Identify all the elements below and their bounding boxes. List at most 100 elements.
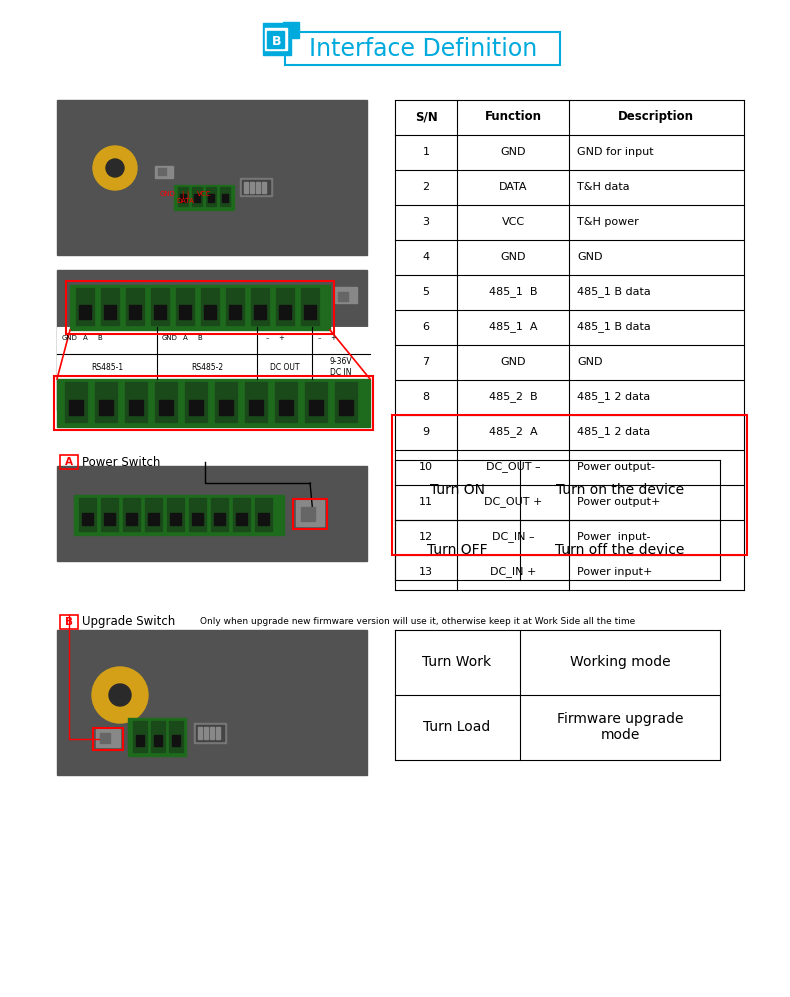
Bar	[204, 727, 208, 739]
Text: DC_IN –: DC_IN –	[491, 531, 534, 542]
Text: VCC: VCC	[197, 191, 211, 197]
Bar	[215, 382, 237, 422]
Bar	[293, 499, 327, 529]
Text: 5: 5	[423, 287, 430, 297]
Bar	[392, 415, 747, 555]
Text: Turn OFF: Turn OFF	[427, 543, 487, 557]
Bar	[167, 498, 184, 531]
Text: 485_2  B: 485_2 B	[489, 392, 537, 403]
Text: 8: 8	[423, 392, 430, 402]
Bar	[265, 28, 287, 50]
Bar	[198, 727, 202, 739]
Circle shape	[93, 146, 137, 190]
Text: –: –	[265, 335, 269, 341]
Text: T&H power: T&H power	[577, 217, 639, 227]
Bar	[169, 721, 183, 752]
Text: 2: 2	[423, 182, 430, 192]
Text: Power output+: Power output+	[577, 497, 660, 507]
Bar	[240, 178, 272, 196]
Text: +: +	[278, 335, 284, 341]
Text: Turn on the device: Turn on the device	[556, 483, 684, 497]
Text: GND: GND	[62, 335, 78, 341]
Bar	[123, 498, 140, 531]
Text: 485_1 B data: 485_1 B data	[577, 286, 651, 297]
Bar	[220, 187, 230, 206]
Bar	[244, 182, 248, 193]
Text: GND: GND	[500, 357, 526, 367]
Text: 485_1 2 data: 485_1 2 data	[577, 392, 650, 403]
Text: 1: 1	[423, 147, 430, 157]
Text: S/N: S/N	[415, 111, 438, 124]
Bar	[189, 498, 206, 531]
Bar	[69, 400, 83, 415]
Bar	[154, 305, 166, 319]
Bar	[254, 305, 266, 319]
Bar	[174, 185, 234, 210]
Bar	[245, 382, 267, 422]
Text: 13: 13	[419, 567, 433, 577]
Bar	[176, 288, 194, 325]
Bar	[185, 382, 207, 422]
Bar	[206, 187, 216, 206]
Bar	[275, 382, 297, 422]
Bar	[155, 382, 177, 422]
Bar	[338, 292, 348, 301]
Text: T&H data: T&H data	[577, 182, 630, 192]
Bar	[210, 727, 214, 739]
Text: 485_1 B data: 485_1 B data	[577, 322, 651, 332]
Bar	[99, 400, 113, 415]
Bar	[304, 305, 316, 319]
Bar	[57, 466, 367, 561]
Text: Working mode: Working mode	[570, 655, 670, 669]
Bar	[129, 400, 143, 415]
Bar	[251, 288, 269, 325]
Text: 485_2  A: 485_2 A	[489, 427, 537, 438]
Bar	[222, 194, 228, 202]
Circle shape	[106, 159, 124, 177]
Bar	[125, 382, 147, 422]
Bar	[250, 182, 254, 193]
Bar	[335, 287, 357, 303]
Bar	[95, 382, 117, 422]
Text: GND for input: GND for input	[577, 147, 653, 157]
Bar	[262, 182, 266, 193]
Bar	[170, 513, 181, 525]
Bar	[301, 507, 315, 521]
Text: 6: 6	[423, 322, 430, 332]
Bar	[104, 305, 116, 319]
Text: Turn ON: Turn ON	[430, 483, 484, 497]
Bar	[276, 288, 294, 325]
Bar	[339, 400, 353, 415]
Text: 12: 12	[419, 532, 433, 542]
Bar	[145, 498, 162, 531]
Bar	[214, 513, 225, 525]
Text: Power  input-: Power input-	[577, 532, 650, 542]
Bar	[233, 498, 250, 531]
Bar	[54, 376, 373, 430]
Text: GND: GND	[160, 191, 176, 197]
Text: RS485-1: RS485-1	[91, 363, 123, 372]
Text: 3: 3	[423, 217, 430, 227]
Bar	[151, 288, 169, 325]
Circle shape	[92, 667, 148, 723]
Text: Description: Description	[618, 111, 694, 124]
Bar	[57, 630, 367, 775]
Bar	[172, 735, 180, 746]
Bar	[74, 495, 284, 535]
Text: 485_1  A: 485_1 A	[489, 322, 537, 332]
Text: GND: GND	[500, 147, 526, 157]
Bar	[279, 400, 293, 415]
Bar	[104, 513, 115, 525]
Bar	[296, 500, 324, 526]
Text: 11: 11	[419, 497, 433, 507]
Bar	[101, 498, 118, 531]
Bar	[148, 513, 159, 525]
Text: A: A	[83, 335, 88, 341]
Bar	[211, 498, 228, 531]
Bar	[60, 455, 78, 469]
Text: –: –	[318, 335, 321, 341]
Text: Power output-: Power output-	[577, 462, 655, 472]
Bar	[129, 305, 141, 319]
Bar	[267, 31, 284, 48]
Bar	[208, 194, 214, 202]
